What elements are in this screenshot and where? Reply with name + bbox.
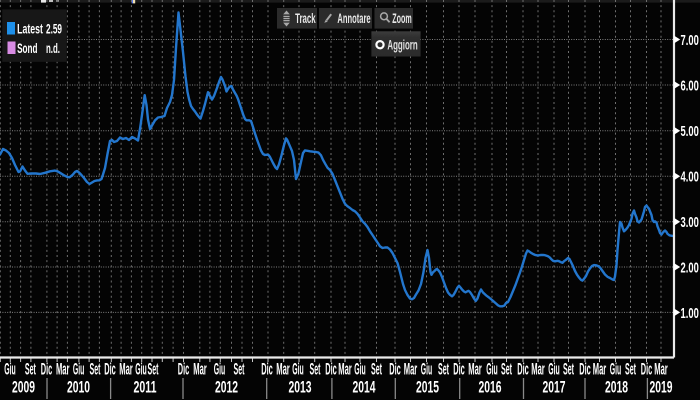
svg-text:5.00: 5.00 [681,123,699,140]
svg-text:2018: 2018 [605,379,628,397]
svg-text:2019: 2019 [650,379,673,397]
svg-text:Dic: Dic [641,361,653,379]
svg-text:Mar: Mar [193,361,207,379]
svg-text:Aggiorn: Aggiorn [387,37,417,53]
svg-text:Mar: Mar [404,361,418,379]
svg-text:Latest: Latest [17,21,43,37]
svg-text:2009: 2009 [12,379,35,397]
svg-text:2010: 2010 [67,379,90,397]
svg-text:Giu: Giu [610,361,622,379]
svg-text:Mar: Mar [276,361,290,379]
svg-text:Sond: Sond [17,40,37,56]
svg-text:Giu: Giu [354,361,366,379]
svg-text:Mar: Mar [654,361,668,379]
svg-text:2015: 2015 [416,379,439,397]
svg-text:Zoom: Zoom [392,10,411,26]
svg-text:2016: 2016 [479,379,502,397]
svg-text:Dic: Dic [325,361,337,379]
svg-text:2013: 2013 [289,379,312,397]
svg-text:Giu: Giu [292,361,304,379]
svg-text:Giu: Giu [4,361,16,379]
svg-text:2017: 2017 [543,379,566,397]
svg-text:Giu: Giu [548,361,560,379]
svg-text:Set: Set [310,361,321,379]
svg-text:Dic: Dic [579,361,591,379]
svg-text:Giu: Giu [73,361,85,379]
svg-text:Track: Track [295,10,316,26]
svg-text:Dic: Dic [389,361,401,379]
svg-text:Dic: Dic [453,361,465,379]
svg-text:Set: Set [438,361,449,379]
svg-text:Set: Set [148,361,159,379]
svg-text:Mar: Mar [56,361,70,379]
svg-text:Dic: Dic [41,361,53,379]
svg-text:Set: Set [371,361,382,379]
svg-text:1.00: 1.00 [681,305,699,322]
svg-text:2012: 2012 [215,379,238,397]
svg-text:Mar: Mar [593,361,607,379]
svg-text:2014: 2014 [353,379,377,397]
svg-text:Mar: Mar [531,361,545,379]
svg-text:n.d.: n.d. [46,40,60,56]
svg-text:Set: Set [234,361,245,379]
svg-text:7.00: 7.00 [681,32,699,49]
svg-text:Set: Set [625,361,636,379]
svg-text:2011: 2011 [134,379,157,397]
svg-text:Dic: Dic [517,361,529,379]
svg-text:2.59: 2.59 [46,21,62,37]
svg-text:3.00: 3.00 [681,214,699,231]
svg-text:Set: Set [25,361,36,379]
svg-text:Mar: Mar [338,361,352,379]
svg-text:Giu: Giu [421,361,433,379]
svg-text:Dic: Dic [104,361,116,379]
svg-text:Dic: Dic [178,361,190,379]
svg-text:Giu: Giu [135,361,147,379]
svg-text:Annotare: Annotare [337,10,370,26]
svg-text:Giu: Giu [214,361,226,379]
svg-text:Set: Set [90,361,101,379]
svg-text:Dic: Dic [261,361,273,379]
svg-text:Giu: Giu [486,361,498,379]
svg-text:4.00: 4.00 [681,169,699,186]
svg-text:Set: Set [501,361,512,379]
svg-text:Mar: Mar [119,361,133,379]
svg-text:Mar: Mar [468,361,482,379]
svg-text:Set: Set [563,361,574,379]
svg-text:2.00: 2.00 [681,259,699,276]
svg-text:6.00: 6.00 [681,77,699,94]
